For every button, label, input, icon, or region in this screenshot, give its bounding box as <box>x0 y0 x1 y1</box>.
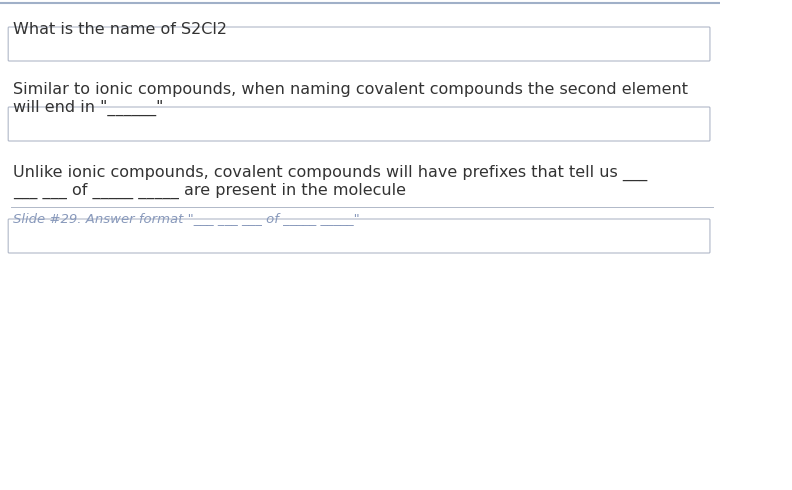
Text: ___ ___ of _____ _____ are present in the molecule: ___ ___ of _____ _____ are present in th… <box>13 183 406 199</box>
Text: Unlike ionic compounds, covalent compounds will have prefixes that tell us ___: Unlike ionic compounds, covalent compoun… <box>13 165 647 181</box>
Text: What is the name of S2Cl2: What is the name of S2Cl2 <box>13 22 227 37</box>
Text: Similar to ionic compounds, when naming covalent compounds the second element: Similar to ionic compounds, when naming … <box>13 82 687 97</box>
FancyBboxPatch shape <box>8 219 710 253</box>
FancyBboxPatch shape <box>8 27 710 61</box>
Text: Slide #29. Answer format "___ ___ ___ of _____ _____": Slide #29. Answer format "___ ___ ___ of… <box>13 212 360 225</box>
FancyBboxPatch shape <box>8 107 710 141</box>
Text: will end in "______": will end in "______" <box>13 100 163 116</box>
